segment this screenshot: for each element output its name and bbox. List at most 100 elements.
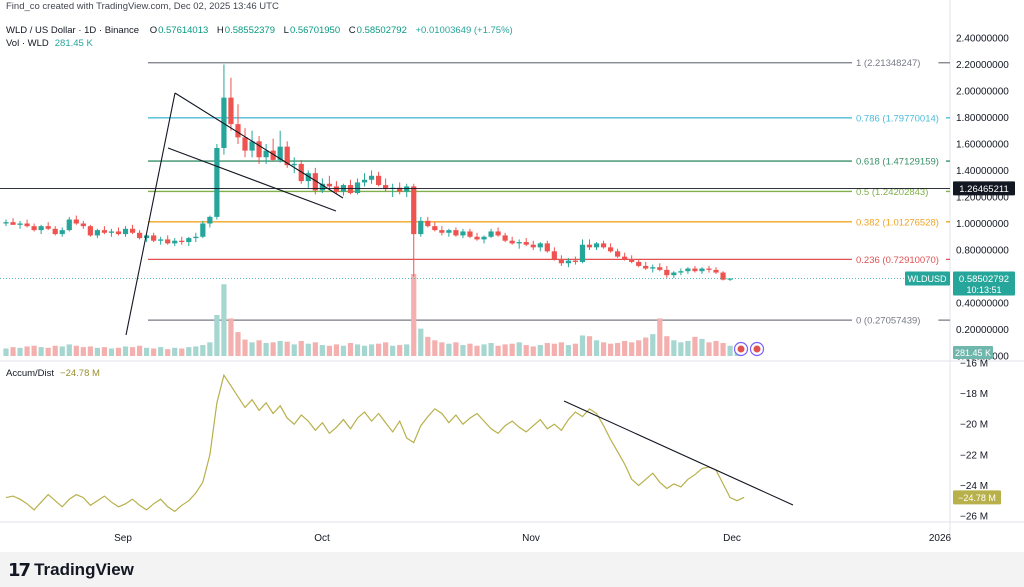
volume-bar [326,345,332,356]
volume-bar [235,332,241,356]
volume-bar [671,340,677,356]
tradingview-logo-icon: 17 [8,559,31,581]
grid [0,0,1024,540]
volume-bar [636,340,642,356]
candle-body [24,223,30,227]
volume-bar [115,347,122,356]
accum-dist-label[interactable]: Accum/Dist [6,368,55,379]
candle-body [158,239,164,241]
volume-bar [439,342,445,356]
accum-tick-label: −24 M [960,481,988,492]
candle-body [270,150,276,160]
candle-body [713,269,719,273]
volume-bar [390,345,396,356]
time-tick-label: Dec [723,533,741,544]
volume-bar [165,349,171,356]
accum-dist-value: −24.78 M [60,368,100,379]
candle-body [453,230,459,236]
volume-bar [151,348,157,356]
volume-bar [586,336,593,356]
open-value: 0.57614013 [158,25,209,36]
candle-body [165,239,171,244]
candle-body [551,251,557,260]
footer-band [0,552,1024,587]
volume-legend: Vol · WLD 281.45 K [6,38,93,49]
candle-body [242,137,248,151]
price-tick-label: 1.00000000 [956,219,1009,230]
fib-retracement[interactable]: 1 (2.21348247) 0.786 (1.79770014) 0.618 (1… [148,56,950,327]
volume-bar [249,342,255,356]
close-value: 0.58502792 [356,25,407,36]
price-tick-label: 0.20000000 [956,325,1009,336]
price-tick-label: 2.40000000 [956,34,1009,45]
volume-bar [200,345,206,356]
volume-bar [565,345,571,356]
price-tick-label: 2.20000000 [956,60,1009,71]
candle-body [544,243,550,252]
last-price-text: 0.58502792 [959,274,1009,285]
candle-body [136,232,143,239]
volume-bar [17,347,23,356]
candle-body [692,268,698,272]
volume-bar [643,337,649,356]
countdown-text: 10:13:51 [966,285,1001,295]
volume-bar [558,342,564,356]
credit-line: Find_co created with TradingView.com, De… [6,1,279,12]
candle-body [38,226,44,231]
open-label: O [149,25,158,36]
low-value: 0.56701950 [289,25,341,36]
candle-body [622,256,628,260]
tradingview-logo[interactable]: 17 TradingView [8,559,134,581]
volume-badge [953,346,993,359]
candle-body [52,228,58,235]
volume-bar [319,345,325,356]
volume-bar [59,346,65,356]
accum-tick-label: −26 M [960,512,988,523]
candle-body [94,230,100,236]
candle-body [699,268,705,272]
volume-bar [607,343,614,356]
volume-bar [242,339,248,356]
candle-body [579,244,586,262]
volume-label[interactable]: Vol · WLD [6,38,49,49]
volume-bar [256,340,262,356]
volume-bar [270,342,276,356]
candle-body [101,230,108,233]
volume-bar [24,346,30,356]
event-flag-icon [753,345,761,353]
volume-bar [277,340,283,356]
fib-label-bg [852,215,946,228]
ohlc-legend: WLD / US Dollar · 1D · Binance O0.576140… [6,25,513,36]
trend-lines[interactable] [0,92,950,357]
candle-body [45,226,51,229]
candle-body [502,235,508,241]
candle-body [193,236,199,239]
price-tick-label: 0.40000000 [956,299,1009,310]
volume-bar [66,344,72,356]
volume-bar [425,336,431,356]
symbol-badge-text: WLDUSD [907,274,947,284]
time-tick-label: Oct [314,533,330,544]
wedge-upper-line [174,92,344,199]
high-label: H [216,25,224,36]
candle-body [678,271,684,273]
high-value: 0.58552379 [224,25,275,36]
symbol-label[interactable]: WLD / US Dollar · 1D · Binance [6,25,140,36]
volume-bar [495,345,501,356]
candle-body [650,267,656,269]
accum-tick-label: −16 M [960,359,988,370]
candle-body [326,183,332,187]
volume-bar [692,336,698,356]
volume-bar [207,342,213,356]
candle-body [144,235,150,239]
candle-body [572,260,579,262]
accum-tick-label: −20 M [960,420,988,431]
volume-bar [727,345,733,356]
volume-bar [375,343,382,356]
volume-bar [551,343,557,356]
candle-body [375,175,382,186]
candle-body [720,272,726,280]
candle-body [558,259,564,264]
candle-body [228,97,234,125]
